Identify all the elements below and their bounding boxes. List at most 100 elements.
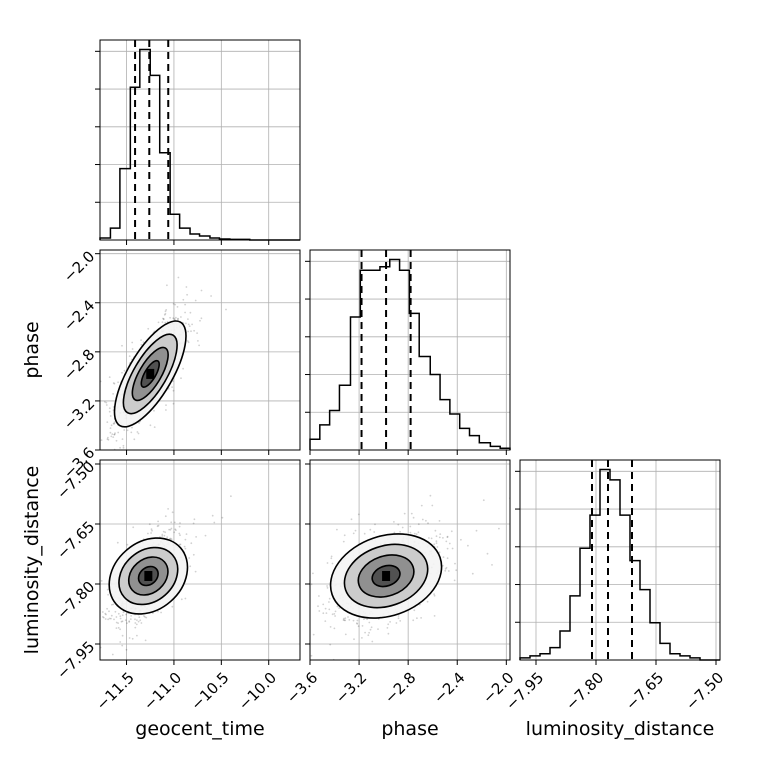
sample-point (131, 426, 133, 429)
sample-point (433, 593, 435, 595)
joint-geocent_time-phase (100, 276, 227, 484)
sample-point (119, 628, 121, 631)
sample-point (175, 529, 177, 532)
sample-point (453, 579, 456, 582)
sample-point (334, 615, 336, 617)
sample-point (352, 532, 355, 535)
sample-point (106, 588, 109, 591)
sample-point (367, 634, 370, 637)
sample-point (185, 322, 187, 325)
sample-point (183, 545, 186, 548)
sample-point (138, 422, 141, 424)
sample-point (438, 536, 441, 539)
sample-point (433, 543, 436, 546)
sample-point (170, 538, 173, 541)
sample-point (126, 622, 128, 624)
sample-point (427, 522, 429, 525)
y-tick-label: −7.95 (53, 638, 98, 683)
sample-point (303, 636, 305, 638)
sample-point (134, 626, 137, 629)
sample-point (467, 544, 469, 547)
sample-point (428, 537, 430, 539)
sample-point (393, 521, 395, 523)
sample-point (371, 640, 374, 643)
sample-point (115, 621, 118, 624)
sample-point (447, 570, 450, 572)
sample-point (389, 621, 391, 623)
sample-point (170, 521, 173, 524)
sample-point (173, 521, 176, 524)
sample-point (482, 499, 485, 502)
sample-point (431, 504, 434, 507)
sample-point (348, 619, 351, 621)
sample-point (187, 318, 189, 320)
sample-point (329, 626, 332, 628)
sample-point (148, 523, 151, 526)
sample-point (165, 404, 167, 406)
sample-point (164, 321, 167, 324)
sample-point (100, 439, 103, 441)
sample-point (144, 639, 147, 642)
sample-point (438, 551, 441, 554)
sample-point (421, 518, 424, 521)
sample-point (197, 340, 199, 342)
density-peak (146, 368, 155, 379)
joint-geocent_time-luminosity_distance (95, 495, 232, 687)
sample-point (204, 534, 207, 537)
sample-point (157, 520, 160, 523)
sample-point (109, 427, 112, 429)
sample-point (331, 562, 334, 565)
y-tick-label: −7.80 (53, 578, 98, 623)
sample-point (108, 617, 111, 620)
density-peak (144, 571, 153, 581)
sample-point (435, 542, 438, 544)
sample-point (113, 382, 116, 385)
panel-geocent_time-phase (99, 249, 301, 451)
density-peak (382, 571, 391, 581)
sample-point (445, 540, 448, 543)
sample-point (113, 421, 116, 424)
histogram-phase (309, 250, 511, 450)
sample-point (102, 616, 104, 618)
sample-point (368, 621, 371, 624)
sample-point (176, 306, 179, 308)
sample-point (387, 632, 390, 635)
sample-point (164, 515, 167, 518)
sample-point (412, 516, 415, 519)
sample-point (122, 444, 125, 447)
sample-point (199, 319, 201, 322)
sample-point (310, 654, 313, 657)
sample-point (123, 482, 125, 484)
sample-point (110, 424, 113, 427)
sample-point (121, 620, 124, 623)
sample-point (150, 528, 153, 531)
sample-point (157, 321, 160, 324)
sample-point (112, 436, 115, 438)
sample-point (164, 312, 167, 315)
sample-point (172, 317, 175, 320)
sample-point (113, 433, 116, 436)
sample-point (140, 339, 143, 341)
sample-point (126, 429, 129, 432)
sample-point (173, 531, 176, 534)
sample-point (357, 513, 360, 516)
sample-point (328, 608, 331, 611)
sample-point (189, 311, 192, 314)
sample-point (361, 637, 363, 639)
sample-point (108, 376, 111, 378)
sample-point (108, 407, 111, 410)
sample-point (95, 685, 97, 687)
sample-point (417, 523, 420, 526)
sample-point (187, 323, 190, 326)
sample-point (448, 542, 451, 545)
sample-point (393, 531, 396, 534)
sample-point (105, 613, 107, 616)
sample-point (157, 524, 160, 527)
sample-point (310, 583, 313, 586)
sample-point (192, 522, 195, 525)
sample-point (436, 546, 439, 548)
sample-point (98, 621, 100, 623)
sample-point (177, 317, 179, 320)
sample-point (200, 317, 203, 320)
sample-point (170, 527, 173, 530)
